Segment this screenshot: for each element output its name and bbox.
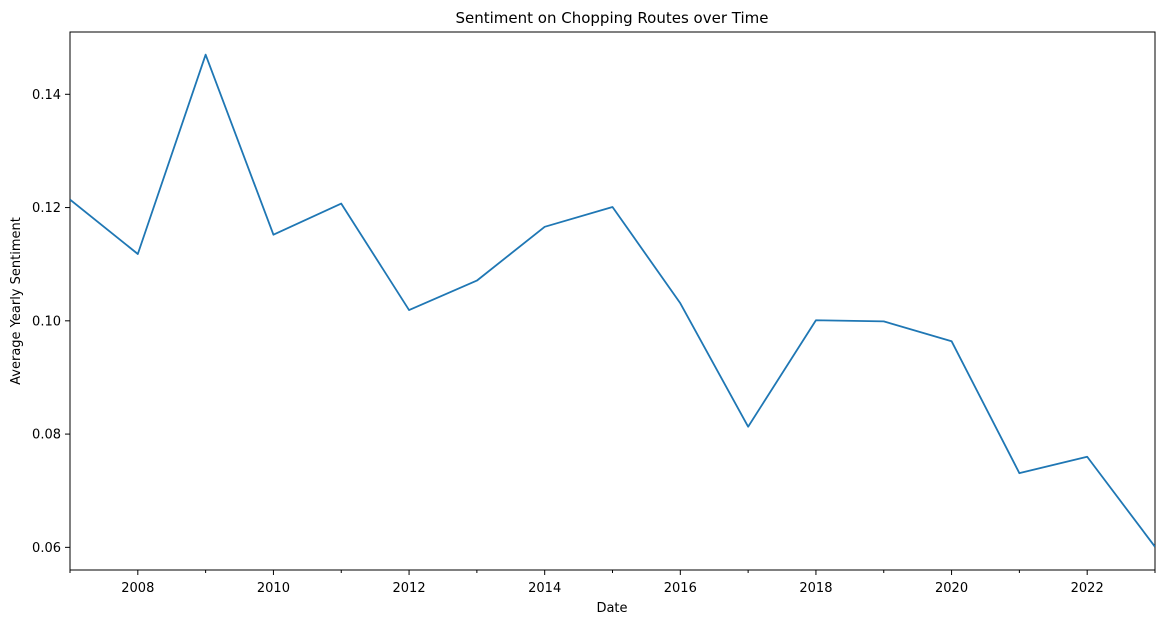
y-tick-label: 0.12: [32, 201, 61, 216]
x-tick-label: 2016: [664, 581, 697, 596]
x-tick-label: 2022: [1071, 581, 1104, 596]
y-tick-label: 0.14: [32, 88, 61, 103]
x-tick-label: 2012: [393, 581, 426, 596]
plot-area-frame: [69, 31, 1156, 571]
x-tick-label: 2018: [799, 581, 832, 596]
x-tick-label: 2010: [257, 581, 290, 596]
y-axis: 0.06 0.08 0.10 0.12 0.14: [32, 88, 70, 556]
x-tick-label: 2008: [121, 581, 154, 596]
x-tick-label: 2014: [528, 581, 561, 596]
y-tick-label: 0.10: [32, 314, 61, 329]
x-axis: 2008 2010 2012 2014 2016 2018 2020 2022: [69, 570, 1156, 596]
series-layer: [70, 53, 1155, 548]
y-tick-label: 0.06: [32, 541, 61, 556]
series-line: [70, 53, 1155, 548]
y-tick-label: 0.08: [32, 428, 61, 443]
chart-title: Sentiment on Chopping Routes over Time: [456, 9, 769, 27]
x-tick-label: 2020: [935, 581, 968, 596]
y-axis-title: Average Yearly Sentiment: [9, 217, 24, 385]
x-axis-title: Date: [596, 601, 627, 616]
